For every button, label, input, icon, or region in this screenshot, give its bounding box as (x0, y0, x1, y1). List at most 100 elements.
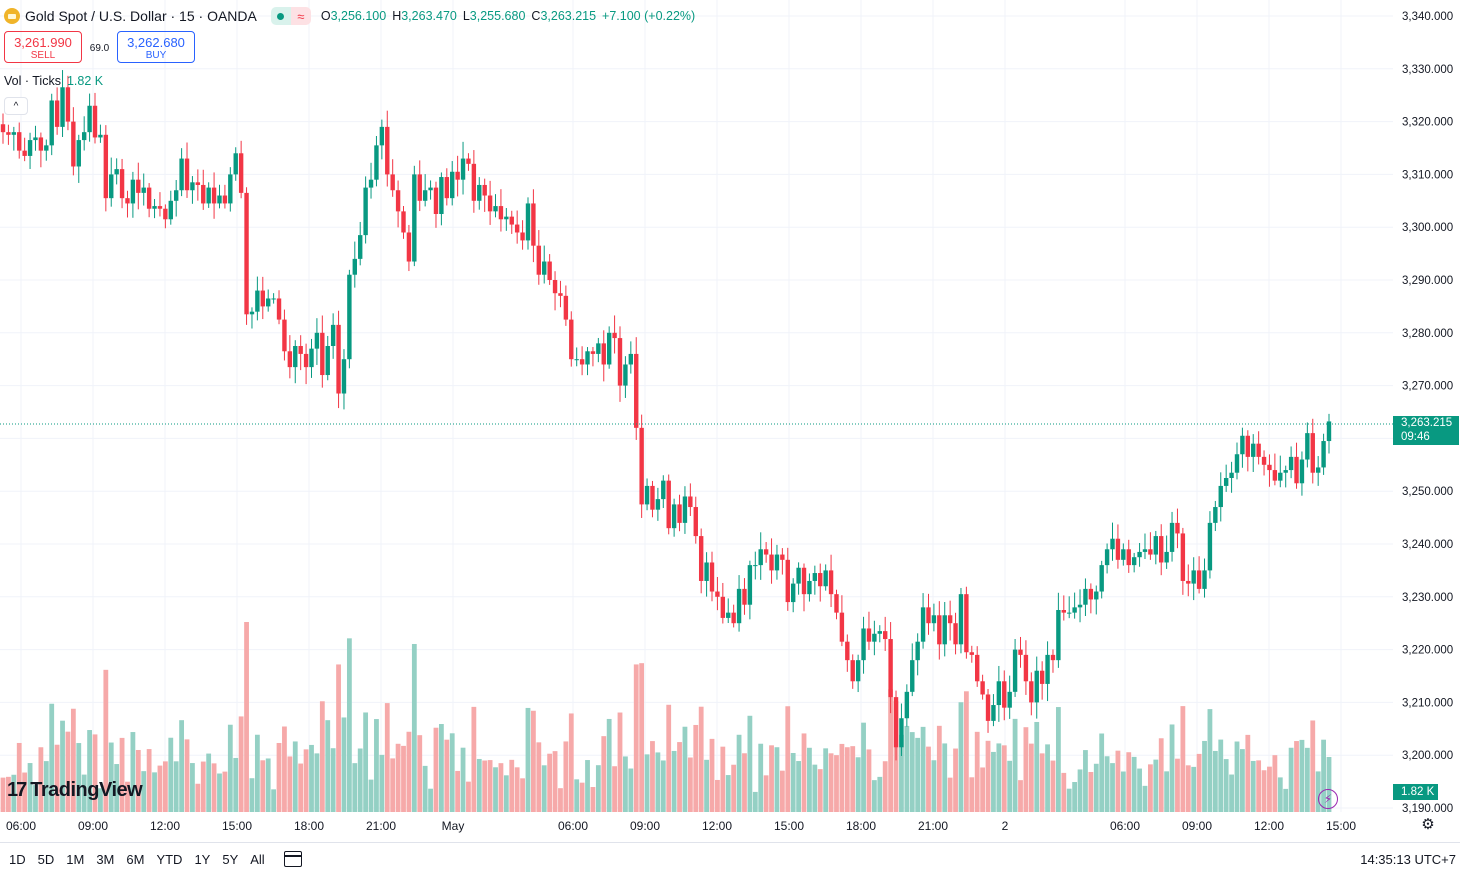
volume-bar (1164, 771, 1170, 812)
time-tick-label: 21:00 (918, 819, 948, 833)
candle-body (661, 480, 666, 500)
volume-bar (1153, 759, 1159, 812)
symbol-title[interactable]: Gold Spot / U.S. Dollar · 15 · OANDA (25, 8, 257, 24)
volume-bar (173, 761, 179, 812)
candle-body (504, 216, 509, 220)
sell-button[interactable]: 3,261.990 SELL (4, 31, 82, 63)
volume-bar (736, 734, 742, 812)
volume-bar (558, 788, 563, 812)
volume-bar (119, 737, 125, 812)
volume-bar (612, 766, 617, 812)
candle-body (54, 100, 60, 127)
collapse-legend-button[interactable]: ^ (4, 97, 28, 115)
range-3m[interactable]: 3M (96, 852, 115, 867)
price-axis[interactable]: 3,340.000 3,330.000 3,320.000 3,310.000 3,30… (1402, 11, 1453, 815)
volume-bar (899, 734, 904, 812)
candle-body (471, 163, 477, 201)
price-chart[interactable]: 3,340.000 3,330.000 3,320.000 3,310.000 3,30… (0, 0, 1460, 842)
candle-body (433, 187, 439, 214)
price-tick-label: 3,280.000 (1402, 328, 1453, 340)
volume-bar (200, 761, 206, 812)
candle-body (1056, 610, 1061, 661)
candle-body (1137, 551, 1142, 558)
volume-bar (1310, 720, 1316, 812)
gear-icon[interactable]: ⚙ (1421, 816, 1435, 833)
candle-body (1099, 565, 1104, 592)
volume-bar (531, 710, 536, 812)
candle-body (590, 351, 596, 354)
volume-bar (1169, 724, 1175, 812)
volume-bar (449, 733, 455, 812)
gold-symbol-icon (4, 8, 20, 24)
candle-body (428, 187, 433, 191)
candle-body (249, 311, 255, 315)
time-tick-label: 12:00 (150, 819, 180, 833)
range-5y[interactable]: 5Y (222, 852, 239, 867)
range-1d[interactable]: 1D (9, 852, 26, 867)
volume-bar (146, 749, 152, 812)
candle-body (92, 105, 98, 138)
volume-bar (953, 748, 958, 812)
candle-body (904, 691, 910, 719)
volume-bar (590, 787, 596, 812)
volume-bar (991, 751, 996, 812)
range-1y[interactable]: 1Y (194, 852, 211, 867)
last-price-value: 3,263.215 (1401, 417, 1453, 429)
candle-body (406, 232, 412, 262)
candle-body (211, 187, 217, 204)
volume-bar (352, 763, 358, 812)
candle-body (1159, 536, 1164, 563)
volume-bar (466, 781, 471, 812)
volume-bar (958, 702, 964, 812)
range-6m[interactable]: 6M (126, 852, 145, 867)
buy-button[interactable]: 3,262.680 BUY (117, 31, 195, 63)
market-status[interactable]: ≈ (270, 7, 311, 25)
candle-body (163, 208, 168, 220)
volume-bar (379, 754, 385, 812)
volume-bar (850, 746, 856, 812)
clock-timezone[interactable]: 14:35:13 UTC+7 (1360, 852, 1456, 867)
tradingview-logo[interactable]: 17 TradingView (7, 779, 143, 802)
candle-body (1045, 654, 1050, 684)
calendar-icon[interactable] (284, 851, 302, 867)
candle-body (1315, 467, 1321, 473)
range-all[interactable]: All (250, 852, 265, 867)
candle-body (964, 594, 969, 653)
lightning-icon[interactable]: ⚡ (1318, 789, 1338, 809)
range-ytd[interactable]: YTD (156, 852, 183, 867)
tv-logo-icon: 17 (7, 779, 27, 801)
volume-bar (249, 778, 255, 812)
price-tick-label: 3,230.000 (1402, 592, 1453, 604)
buy-price: 3,262.680 (127, 35, 185, 50)
time-tick-label: 09:00 (78, 819, 108, 833)
range-1m[interactable]: 1M (66, 852, 85, 867)
volume-bar (509, 759, 515, 812)
volume-bar (0, 777, 6, 812)
volume-bar (1023, 727, 1029, 812)
candle-body (385, 126, 390, 175)
candle-body (650, 485, 655, 510)
time-axis[interactable]: 06:00 09:00 12:00 15:00 18:00 21:00 May 06:00 09… (6, 819, 1356, 833)
candle-body (574, 359, 579, 361)
volume-bar (942, 743, 948, 812)
candle-body (228, 174, 233, 204)
volume-bar (1093, 763, 1099, 812)
volume-legend[interactable]: Vol · Ticks 1.82 K (4, 74, 103, 88)
candlestick-series (0, 70, 1332, 761)
candle-body (1305, 433, 1310, 460)
candle-body (531, 203, 536, 246)
range-5d[interactable]: 5D (37, 852, 55, 867)
volume-bar (677, 742, 682, 812)
candle-body (1131, 557, 1137, 566)
time-tick-label: 15:00 (774, 819, 804, 833)
candle-body (287, 351, 293, 368)
volume-bar (319, 701, 325, 812)
candle-body (514, 224, 520, 233)
candle-body (682, 496, 688, 523)
volume-bar (1261, 770, 1267, 812)
candle-body (958, 594, 964, 645)
time-tick-label: May (442, 819, 465, 833)
candle-body (1207, 522, 1213, 571)
candle-body (1121, 549, 1126, 560)
candle-body (217, 195, 222, 204)
